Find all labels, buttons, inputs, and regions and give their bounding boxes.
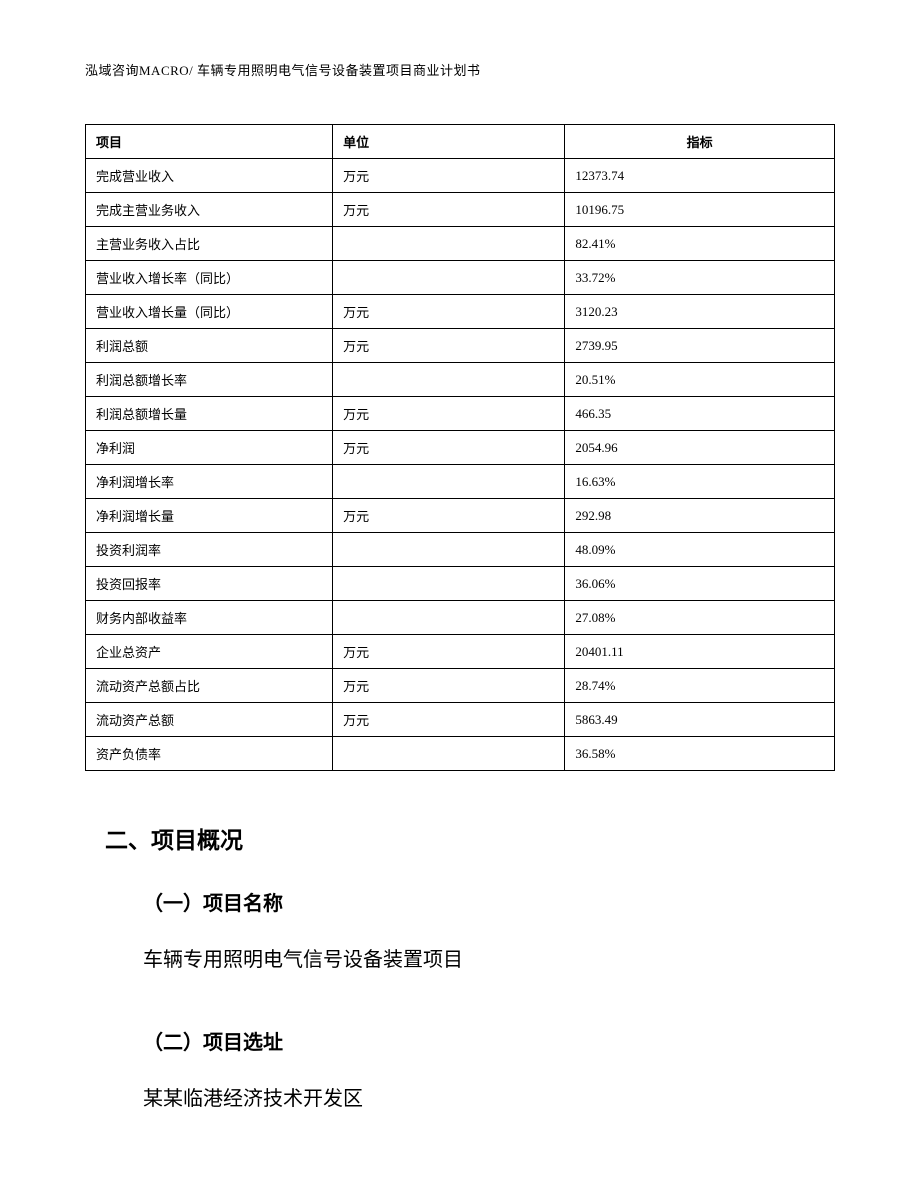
table-cell: 万元 <box>333 669 565 703</box>
table-cell <box>333 465 565 499</box>
table-row: 流动资产总额万元5863.49 <box>86 703 835 737</box>
subsection-heading: （一）项目名称 <box>85 887 835 916</box>
table-header-unit: 单位 <box>333 125 565 159</box>
table-cell: 万元 <box>333 703 565 737</box>
table-cell: 28.74% <box>565 669 835 703</box>
table-cell <box>333 363 565 397</box>
table-cell: 33.72% <box>565 261 835 295</box>
financial-table: 项目 单位 指标 完成营业收入万元12373.74完成主营业务收入万元10196… <box>85 124 835 771</box>
subsection-heading: （二）项目选址 <box>85 1026 835 1055</box>
table-cell: 企业总资产 <box>86 635 333 669</box>
table-cell: 投资回报率 <box>86 567 333 601</box>
table-cell <box>333 737 565 771</box>
table-cell: 流动资产总额占比 <box>86 669 333 703</box>
table-cell: 万元 <box>333 499 565 533</box>
section-heading: 二、项目概况 <box>85 821 835 855</box>
table-cell: 完成主营业务收入 <box>86 193 333 227</box>
table-row: 净利润增长率 16.63% <box>86 465 835 499</box>
table-cell: 万元 <box>333 635 565 669</box>
table-row: 主营业务收入占比 82.41% <box>86 227 835 261</box>
table-cell: 万元 <box>333 397 565 431</box>
table-cell: 万元 <box>333 329 565 363</box>
table-body: 完成营业收入万元12373.74完成主营业务收入万元10196.75主营业务收入… <box>86 159 835 771</box>
table-cell: 万元 <box>333 193 565 227</box>
table-header-indicator: 指标 <box>565 125 835 159</box>
table-cell: 万元 <box>333 295 565 329</box>
table-cell: 2739.95 <box>565 329 835 363</box>
table-cell: 流动资产总额 <box>86 703 333 737</box>
table-row: 企业总资产万元20401.11 <box>86 635 835 669</box>
table-row: 投资回报率 36.06% <box>86 567 835 601</box>
table-cell: 净利润增长量 <box>86 499 333 533</box>
body-text: 某某临港经济技术开发区 <box>85 1081 835 1117</box>
table-cell: 利润总额 <box>86 329 333 363</box>
table-row: 净利润增长量万元292.98 <box>86 499 835 533</box>
table-cell <box>333 227 565 261</box>
table-cell: 16.63% <box>565 465 835 499</box>
table-cell: 2054.96 <box>565 431 835 465</box>
table-cell: 营业收入增长率（同比） <box>86 261 333 295</box>
table-cell: 万元 <box>333 159 565 193</box>
table-cell: 利润总额增长率 <box>86 363 333 397</box>
table-row: 完成主营业务收入万元10196.75 <box>86 193 835 227</box>
table-row: 流动资产总额占比万元28.74% <box>86 669 835 703</box>
table-cell: 27.08% <box>565 601 835 635</box>
table-cell: 36.58% <box>565 737 835 771</box>
table-row: 利润总额增长量万元466.35 <box>86 397 835 431</box>
table-cell: 48.09% <box>565 533 835 567</box>
table-cell: 净利润增长率 <box>86 465 333 499</box>
table-cell: 12373.74 <box>565 159 835 193</box>
table-cell: 主营业务收入占比 <box>86 227 333 261</box>
table-cell <box>333 601 565 635</box>
table-cell: 净利润 <box>86 431 333 465</box>
body-text: 车辆专用照明电气信号设备装置项目 <box>85 942 835 978</box>
table-cell: 20401.11 <box>565 635 835 669</box>
table-cell <box>333 567 565 601</box>
table-cell <box>333 533 565 567</box>
table-row: 完成营业收入万元12373.74 <box>86 159 835 193</box>
table-cell: 营业收入增长量（同比） <box>86 295 333 329</box>
table-cell: 466.35 <box>565 397 835 431</box>
table-row: 资产负债率 36.58% <box>86 737 835 771</box>
table-header-item: 项目 <box>86 125 333 159</box>
table-row: 利润总额万元2739.95 <box>86 329 835 363</box>
page-header: 泓域咨询MACRO/ 车辆专用照明电气信号设备装置项目商业计划书 <box>85 60 835 79</box>
table-row: 净利润万元2054.96 <box>86 431 835 465</box>
table-cell: 5863.49 <box>565 703 835 737</box>
table-cell: 36.06% <box>565 567 835 601</box>
table-cell: 投资利润率 <box>86 533 333 567</box>
table-cell: 财务内部收益率 <box>86 601 333 635</box>
table-row: 财务内部收益率 27.08% <box>86 601 835 635</box>
table-cell: 利润总额增长量 <box>86 397 333 431</box>
table-cell <box>333 261 565 295</box>
table-cell: 82.41% <box>565 227 835 261</box>
table-cell: 10196.75 <box>565 193 835 227</box>
table-header-row: 项目 单位 指标 <box>86 125 835 159</box>
table-cell: 完成营业收入 <box>86 159 333 193</box>
table-row: 利润总额增长率 20.51% <box>86 363 835 397</box>
table-cell: 资产负债率 <box>86 737 333 771</box>
table-cell: 292.98 <box>565 499 835 533</box>
table-row: 投资利润率 48.09% <box>86 533 835 567</box>
table-cell: 3120.23 <box>565 295 835 329</box>
table-cell: 万元 <box>333 431 565 465</box>
table-row: 营业收入增长量（同比）万元3120.23 <box>86 295 835 329</box>
table-row: 营业收入增长率（同比） 33.72% <box>86 261 835 295</box>
table-cell: 20.51% <box>565 363 835 397</box>
